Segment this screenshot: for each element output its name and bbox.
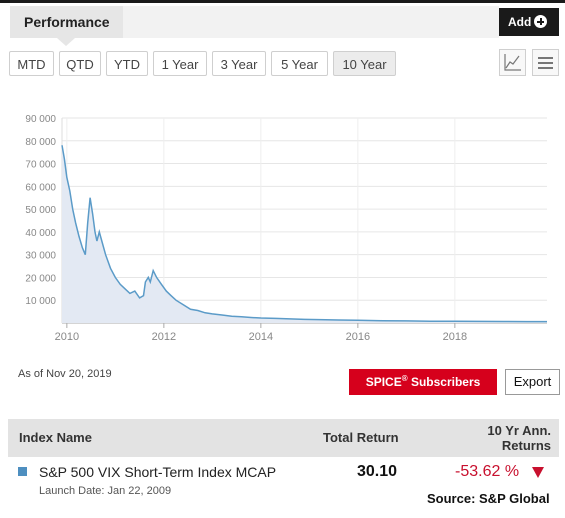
y-tick-label: 50 000 [25,205,56,216]
add-button[interactable]: Add [499,8,559,36]
performance-chart: 90 000 80 000 70 000 60 000 50 000 40 000 30 0… [25,114,547,343]
x-tick-label: 2016 [346,331,370,343]
table-header: Index Name Total Return 10 Yr Ann. Retur… [8,419,559,457]
range-button-qtd[interactable]: QTD [59,51,101,76]
line-chart-icon [504,54,521,71]
top-border [0,0,565,3]
tab-bar-background [123,6,499,38]
y-tick-label: 20 000 [25,273,56,284]
range-button-ytd[interactable]: YTD [106,51,148,76]
spice-subscribers-button[interactable]: SPICE® Subscribers [349,369,497,395]
spice-suffix: Subscribers [407,375,481,389]
add-button-label: Add [508,15,532,29]
col-total-return: Total Return [323,430,399,445]
y-tick-label: 40 000 [25,228,56,239]
x-tick-label: 2010 [55,331,79,343]
y-tick-label: 70 000 [25,160,56,171]
series-color-swatch [18,467,27,476]
annual-return-value: -53.62 % [455,463,520,480]
index-name[interactable]: S&P 500 VIX Short-Term Index MCAP [39,464,277,480]
export-button[interactable]: Export [505,369,560,395]
col-index-name: Index Name [19,430,92,445]
y-tick-label: 10 000 [25,296,56,307]
source-note: Source: S&P Global [427,491,550,506]
tab-performance[interactable]: Performance [10,6,123,38]
x-tick-label: 2014 [249,331,273,343]
col-annual-returns: 10 Yr Ann. Returns [451,423,551,453]
range-button-3-year[interactable]: 3 Year [212,51,266,76]
y-tick-label: 60 000 [25,182,56,193]
hamburger-menu-icon [538,57,553,69]
range-button-10-year[interactable]: 10 Year [333,51,396,76]
range-button-mtd[interactable]: MTD [9,51,54,76]
chart-grid [62,117,547,323]
spice-label: SPICE [365,375,402,389]
x-tick-label: 2018 [443,331,467,343]
range-button-1-year[interactable]: 1 Year [153,51,207,76]
y-tick-label: 90 000 [25,114,56,125]
y-axis: 90 000 80 000 70 000 60 000 50 000 40 000 30 0… [25,114,63,323]
launch-date: Launch Date: Jan 22, 2009 [39,485,172,497]
series-area [62,145,547,323]
y-tick-label: 80 000 [25,137,56,148]
as-of-date: As of Nov 20, 2019 [18,368,112,380]
y-tick-label: 30 000 [25,251,56,262]
plus-circle-icon [534,15,547,28]
range-button-5-year[interactable]: 5 Year [271,51,328,76]
chart-type-button[interactable] [499,49,526,76]
down-arrow-icon [532,467,544,478]
tab-caret-icon [57,38,75,46]
series-line [61,145,547,323]
col-annual-line2: Returns [501,438,551,453]
chart-menu-button[interactable] [532,49,559,76]
col-annual-line1: 10 Yr Ann. [487,423,551,438]
registered-mark: ® [401,374,408,383]
x-axis: 2010 2012 2014 2016 2018 [55,322,547,343]
x-tick-label: 2012 [152,331,176,343]
total-return-value: 30.10 [357,463,398,480]
